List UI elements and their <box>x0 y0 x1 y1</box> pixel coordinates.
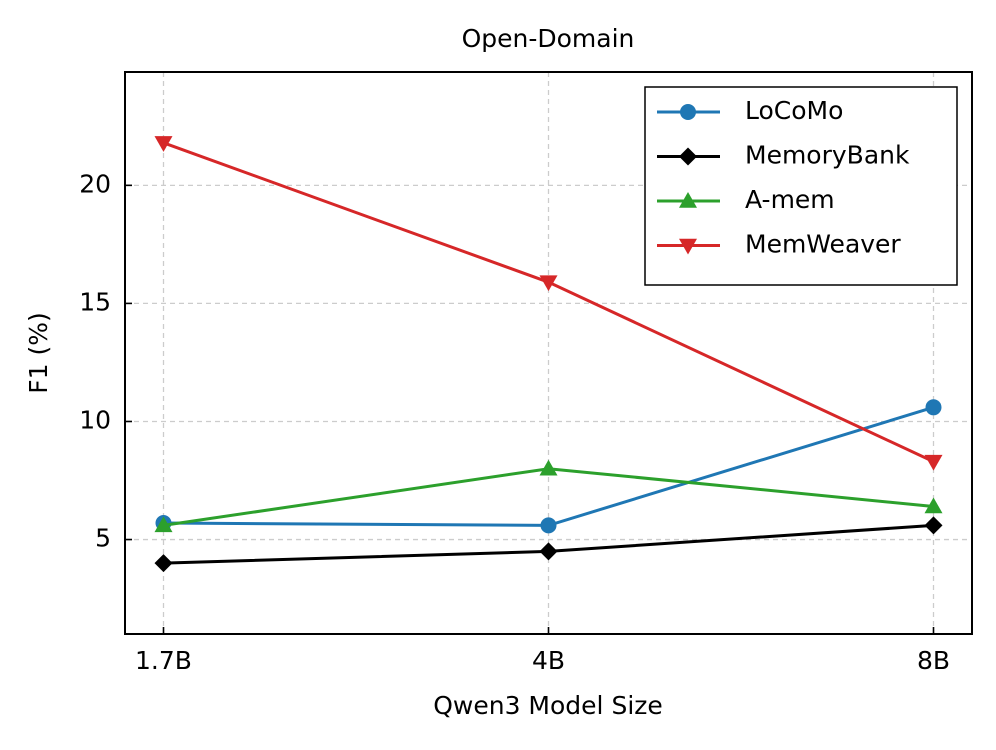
marker <box>924 497 943 514</box>
legend-label: MemoryBank <box>745 141 910 170</box>
legend-marker <box>679 192 697 208</box>
marker <box>539 459 558 476</box>
y-axis-label: F1 (%) <box>24 312 53 394</box>
chart-title: Open-Domain <box>462 24 635 53</box>
y-tick-label: 5 <box>95 524 111 553</box>
marker <box>924 516 943 535</box>
x-axis-label: Qwen3 Model Size <box>433 691 663 720</box>
marker <box>925 399 942 416</box>
y-tick-label: 20 <box>79 169 111 198</box>
x-tick-label: 1.7B <box>135 646 192 675</box>
y-tick-label: 15 <box>79 287 111 316</box>
legend-label: A-mem <box>745 185 835 214</box>
legend-marker <box>680 104 696 120</box>
legend-box <box>644 86 958 286</box>
marker <box>154 554 173 573</box>
legend-marker <box>679 238 697 255</box>
legend-label: LoCoMo <box>745 96 843 125</box>
marker <box>924 454 943 471</box>
x-tick-label: 4B <box>532 646 565 675</box>
y-tick-label: 10 <box>79 405 111 434</box>
marker <box>539 275 558 292</box>
marker <box>539 542 558 561</box>
x-tick-label: 8B <box>917 646 950 675</box>
legend: LoCoMo MemoryBank A-mem MemWeaver <box>644 86 958 286</box>
legend-label: MemWeaver <box>745 230 901 259</box>
marker <box>540 517 557 534</box>
marker <box>154 136 173 152</box>
legend-marker <box>679 147 697 166</box>
marker <box>154 516 173 533</box>
plot-data <box>154 136 943 573</box>
